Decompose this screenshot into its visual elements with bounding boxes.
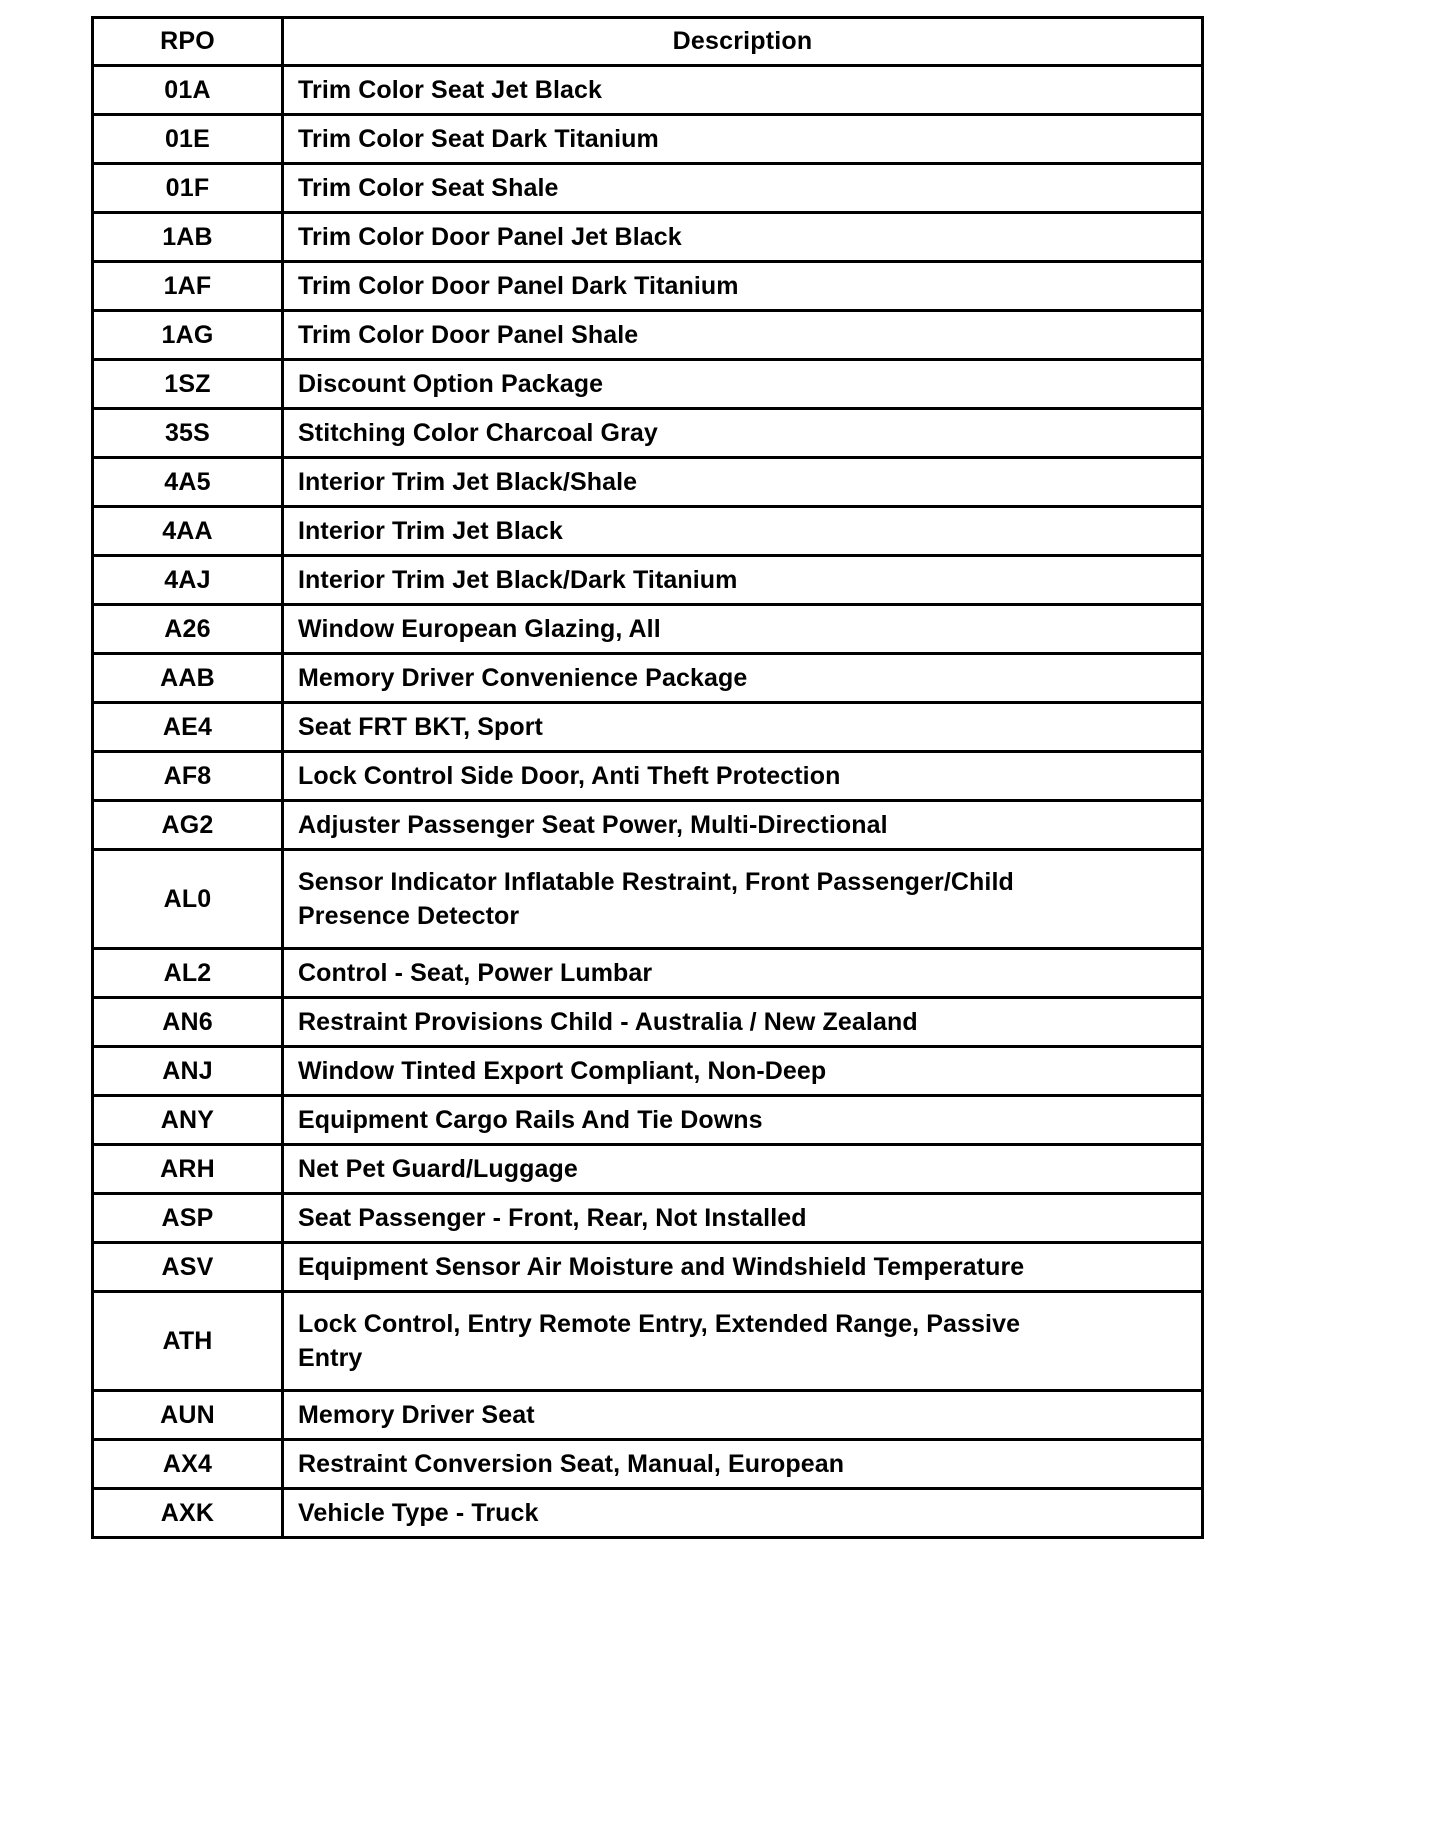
- cell-rpo-code: AN6: [91, 996, 284, 1048]
- table-row: AAB Memory Driver Convenience Package: [91, 652, 1204, 704]
- cell-rpo-code: 01E: [91, 113, 284, 165]
- cell-rpo-code: 1AF: [91, 260, 284, 312]
- cell-description: Vehicle Type - Truck: [281, 1487, 1204, 1539]
- table-row: ASP Seat Passenger - Front, Rear, Not Ins…: [91, 1192, 1204, 1244]
- table-row: ASV Equipment Sensor Air Moisture and Win…: [91, 1241, 1204, 1293]
- cell-description: Adjuster Passenger Seat Power, Multi-Dir…: [281, 799, 1204, 851]
- table-row: 35S Stitching Color Charcoal Gray: [91, 407, 1204, 459]
- table-row: 1AB Trim Color Door Panel Jet Black: [91, 211, 1204, 263]
- cell-description: Trim Color Door Panel Jet Black: [281, 211, 1204, 263]
- table-row: AE4 Seat FRT BKT, Sport: [91, 701, 1204, 753]
- cell-rpo-code: AF8: [91, 750, 284, 802]
- cell-description: Trim Color Seat Jet Black: [281, 64, 1204, 116]
- cell-description: Trim Color Seat Shale: [281, 162, 1204, 214]
- table-row: 4AA Interior Trim Jet Black: [91, 505, 1204, 557]
- rpo-description-table: RPO Description 01A Trim Color Seat Jet B…: [91, 16, 1204, 1539]
- table-row: ARH Net Pet Guard/Luggage: [91, 1143, 1204, 1195]
- table-row: AF8 Lock Control Side Door, Anti Theft Pr…: [91, 750, 1204, 802]
- cell-rpo-code: 1AG: [91, 309, 284, 361]
- table-row: ANJ Window Tinted Export Compliant, Non-D…: [91, 1045, 1204, 1097]
- cell-rpo-code: 1SZ: [91, 358, 284, 410]
- cell-description: Seat FRT BKT, Sport: [281, 701, 1204, 753]
- table-row: AL0 Sensor Indicator Inflatable Restraint…: [91, 848, 1204, 950]
- cell-rpo-code: AX4: [91, 1438, 284, 1490]
- cell-rpo-code: AL0: [91, 848, 284, 950]
- cell-rpo-code: AAB: [91, 652, 284, 704]
- table-row: A26 Window European Glazing, All: [91, 603, 1204, 655]
- table-row: AUN Memory Driver Seat: [91, 1389, 1204, 1441]
- cell-description: Interior Trim Jet Black: [281, 505, 1204, 557]
- table-row: ANY Equipment Cargo Rails And Tie Downs: [91, 1094, 1204, 1146]
- cell-rpo-code: A26: [91, 603, 284, 655]
- cell-rpo-code: ATH: [91, 1290, 284, 1392]
- column-header-description: Description: [281, 16, 1204, 67]
- cell-description: Discount Option Package: [281, 358, 1204, 410]
- cell-rpo-code: ANY: [91, 1094, 284, 1146]
- cell-rpo-code: 01F: [91, 162, 284, 214]
- table-row: 1AF Trim Color Door Panel Dark Titanium: [91, 260, 1204, 312]
- cell-rpo-code: 4AJ: [91, 554, 284, 606]
- cell-description: Seat Passenger - Front, Rear, Not Instal…: [281, 1192, 1204, 1244]
- cell-description: Equipment Cargo Rails And Tie Downs: [281, 1094, 1204, 1146]
- cell-rpo-code: AL2: [91, 947, 284, 999]
- cell-rpo-code: ASV: [91, 1241, 284, 1293]
- table-row: 1SZ Discount Option Package: [91, 358, 1204, 410]
- cell-description: Window European Glazing, All: [281, 603, 1204, 655]
- cell-description: Interior Trim Jet Black/Dark Titanium: [281, 554, 1204, 606]
- cell-description: Restraint Provisions Child - Australia /…: [281, 996, 1204, 1048]
- cell-description: Window Tinted Export Compliant, Non-Deep: [281, 1045, 1204, 1097]
- table-header-row: RPO Description: [91, 16, 1204, 67]
- cell-rpo-code: 01A: [91, 64, 284, 116]
- cell-description: Memory Driver Convenience Package: [281, 652, 1204, 704]
- cell-rpo-code: AG2: [91, 799, 284, 851]
- cell-description: Interior Trim Jet Black/Shale: [281, 456, 1204, 508]
- cell-rpo-code: 1AB: [91, 211, 284, 263]
- cell-description: Lock Control Side Door, Anti Theft Prote…: [281, 750, 1204, 802]
- table-row: ATH Lock Control, Entry Remote Entry, Ext…: [91, 1290, 1204, 1392]
- cell-description: Sensor Indicator Inflatable Restraint, F…: [281, 848, 1204, 950]
- cell-rpo-code: ASP: [91, 1192, 284, 1244]
- cell-description: Memory Driver Seat: [281, 1389, 1204, 1441]
- table-row: 4A5 Interior Trim Jet Black/Shale: [91, 456, 1204, 508]
- table-row: AXK Vehicle Type - Truck: [91, 1487, 1204, 1539]
- table-header: RPO Description: [91, 16, 1204, 67]
- table-row: AG2 Adjuster Passenger Seat Power, Multi-…: [91, 799, 1204, 851]
- table-row: AN6 Restraint Provisions Child - Australi…: [91, 996, 1204, 1048]
- cell-description: Restraint Conversion Seat, Manual, Europ…: [281, 1438, 1204, 1490]
- cell-rpo-code: AXK: [91, 1487, 284, 1539]
- cell-description: Trim Color Door Panel Shale: [281, 309, 1204, 361]
- cell-rpo-code: ARH: [91, 1143, 284, 1195]
- cell-description: Equipment Sensor Air Moisture and Windsh…: [281, 1241, 1204, 1293]
- cell-rpo-code: AE4: [91, 701, 284, 753]
- table-body: 01A Trim Color Seat Jet Black 01E Trim Colo…: [91, 64, 1204, 1539]
- table-row: AX4 Restraint Conversion Seat, Manual, Eu…: [91, 1438, 1204, 1490]
- cell-description: Stitching Color Charcoal Gray: [281, 407, 1204, 459]
- table-row: 01E Trim Color Seat Dark Titanium: [91, 113, 1204, 165]
- cell-rpo-code: ANJ: [91, 1045, 284, 1097]
- cell-rpo-code: 35S: [91, 407, 284, 459]
- cell-rpo-code: 4AA: [91, 505, 284, 557]
- cell-description: Trim Color Seat Dark Titanium: [281, 113, 1204, 165]
- table-row: 01A Trim Color Seat Jet Black: [91, 64, 1204, 116]
- cell-description: Net Pet Guard/Luggage: [281, 1143, 1204, 1195]
- cell-description: Control - Seat, Power Lumbar: [281, 947, 1204, 999]
- table-row: 1AG Trim Color Door Panel Shale: [91, 309, 1204, 361]
- column-header-rpo: RPO: [91, 16, 284, 67]
- cell-rpo-code: AUN: [91, 1389, 284, 1441]
- cell-description: Trim Color Door Panel Dark Titanium: [281, 260, 1204, 312]
- cell-description: Lock Control, Entry Remote Entry, Extend…: [281, 1290, 1204, 1392]
- table-row: AL2 Control - Seat, Power Lumbar: [91, 947, 1204, 999]
- table-row: 4AJ Interior Trim Jet Black/Dark Titanium: [91, 554, 1204, 606]
- table-row: 01F Trim Color Seat Shale: [91, 162, 1204, 214]
- cell-rpo-code: 4A5: [91, 456, 284, 508]
